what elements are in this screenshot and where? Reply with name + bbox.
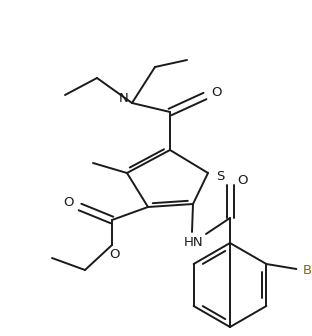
- Text: Br: Br: [303, 264, 312, 278]
- Text: O: O: [63, 196, 73, 209]
- Text: O: O: [237, 174, 247, 187]
- Text: S: S: [216, 169, 224, 182]
- Text: N: N: [119, 91, 129, 104]
- Text: O: O: [212, 86, 222, 99]
- Text: O: O: [110, 249, 120, 261]
- Text: HN: HN: [184, 236, 204, 249]
